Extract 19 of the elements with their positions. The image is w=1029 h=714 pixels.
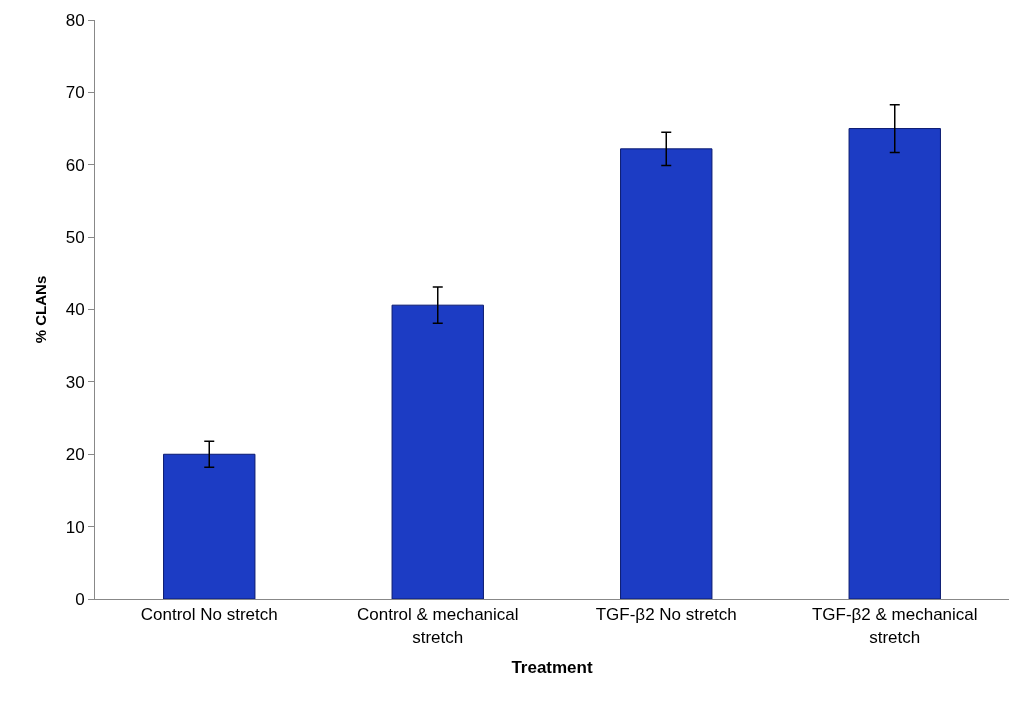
y-tick-label: 20: [65, 445, 85, 465]
bar: [163, 453, 256, 599]
x-tick-label: TGF-β2 No stretch: [595, 605, 737, 625]
y-tick-label: 10: [65, 517, 85, 537]
bar: [620, 148, 713, 599]
bar: [391, 304, 484, 599]
y-axis-title: % CLANs: [31, 275, 49, 344]
x-axis-title: Treatment: [511, 657, 593, 677]
y-tick-label: 60: [65, 155, 85, 175]
bar: [848, 128, 941, 599]
y-tick-label: 80: [65, 10, 85, 30]
x-tick-label: TGF-β2 & mechanical stretch: [811, 605, 978, 647]
y-tick-label: 70: [65, 83, 85, 103]
x-tick-label: Control & mechanical stretch: [356, 605, 519, 647]
y-tick-label: 40: [65, 300, 85, 320]
x-tick-label: Control No stretch: [140, 605, 278, 625]
y-tick-label: 30: [65, 372, 85, 392]
y-tick-label: 50: [65, 228, 85, 248]
y-tick-label: 0: [75, 589, 85, 609]
